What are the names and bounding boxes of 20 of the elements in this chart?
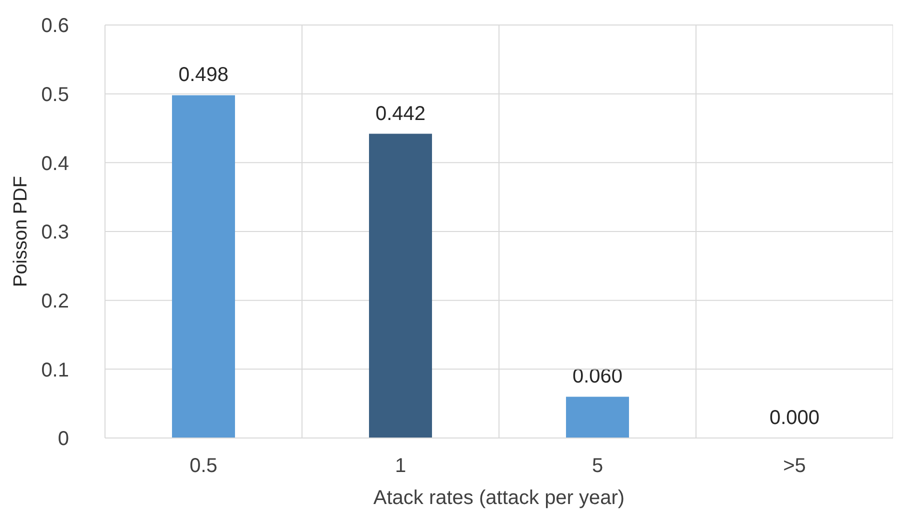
bar bbox=[369, 134, 432, 438]
y-tick-label: 0.4 bbox=[41, 152, 69, 175]
data-label: 0.000 bbox=[769, 407, 820, 429]
data-label: 0.442 bbox=[375, 102, 426, 125]
y-tick-label: 0.6 bbox=[41, 15, 69, 38]
bar bbox=[566, 396, 629, 438]
y-tick-label: 0.2 bbox=[41, 290, 69, 312]
x-tick-label: 5 bbox=[592, 455, 604, 478]
y-axis-title: Poisson PDF bbox=[10, 176, 32, 287]
bar bbox=[172, 95, 235, 438]
x-tick-label: 1 bbox=[394, 455, 406, 478]
x-axis-title: Atack rates (attack per year) bbox=[373, 487, 625, 509]
data-label: 0.060 bbox=[572, 366, 623, 388]
x-tick-label: 0.5 bbox=[190, 455, 218, 478]
x-tick-label: >5 bbox=[783, 455, 806, 478]
y-tick-label: 0.3 bbox=[41, 222, 69, 244]
y-tick-label: 0.5 bbox=[41, 84, 69, 106]
y-tick-label: 0.1 bbox=[41, 359, 69, 382]
data-label: 0.498 bbox=[178, 64, 229, 86]
y-tick-label: 0 bbox=[58, 428, 69, 450]
